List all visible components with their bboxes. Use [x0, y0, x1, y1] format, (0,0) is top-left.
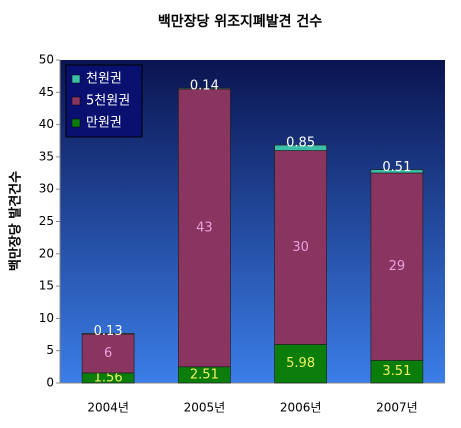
bar-segment [274, 144, 327, 151]
data-label: 2.51 [190, 367, 219, 382]
chart-title: 백만장당 위조지폐발견 건수 [158, 13, 322, 30]
y-tick-label: 45 [39, 85, 54, 99]
data-label: 0.85 [286, 136, 315, 151]
data-label: 1.56 [94, 370, 123, 385]
y-tick-label: 5 [46, 343, 54, 357]
y-axis-label: 백만장당 발견건수 [8, 171, 24, 271]
bar-segment [274, 344, 327, 384]
bar-segment [178, 88, 231, 368]
y-tick-label: 20 [39, 246, 54, 260]
legend-label: 5천원권 [86, 94, 130, 109]
legend-label: 만원권 [86, 116, 122, 131]
data-label: 6 [104, 346, 112, 361]
legend-swatch [71, 118, 81, 128]
data-label: 0.51 [382, 160, 411, 175]
bar-segment [81, 333, 135, 374]
data-label: 0.13 [94, 324, 123, 339]
y-tick-label: 15 [39, 279, 54, 293]
y-tick-label: 0 [46, 376, 54, 390]
x-tick-label: 2005년 [184, 401, 226, 415]
legend-swatch [71, 96, 81, 106]
y-tick-label: 50 [39, 53, 54, 67]
data-label: 5.98 [286, 356, 315, 371]
data-label: 30 [292, 240, 309, 255]
legend-label: 천원권 [86, 72, 122, 87]
y-tick-label: 10 [39, 311, 54, 325]
x-tick-label: 2007년 [376, 401, 418, 415]
data-label: 29 [389, 259, 406, 274]
y-tick-label: 30 [39, 182, 54, 196]
bar-segment [274, 150, 327, 345]
y-tick-label: 35 [39, 149, 54, 163]
y-tick-label: 25 [39, 214, 54, 228]
legend-swatch [71, 74, 81, 84]
bar-segment [370, 172, 424, 361]
x-tick-label: 2006년 [280, 401, 322, 415]
data-label: 0.14 [190, 79, 219, 94]
x-tick-label: 2004년 [87, 401, 129, 415]
bar-segment [370, 169, 424, 174]
data-label: 43 [196, 220, 213, 235]
y-tick-label: 40 [39, 117, 54, 131]
data-label: 3.51 [382, 364, 411, 379]
bar-segment [81, 332, 135, 335]
bar-segment [178, 87, 231, 90]
